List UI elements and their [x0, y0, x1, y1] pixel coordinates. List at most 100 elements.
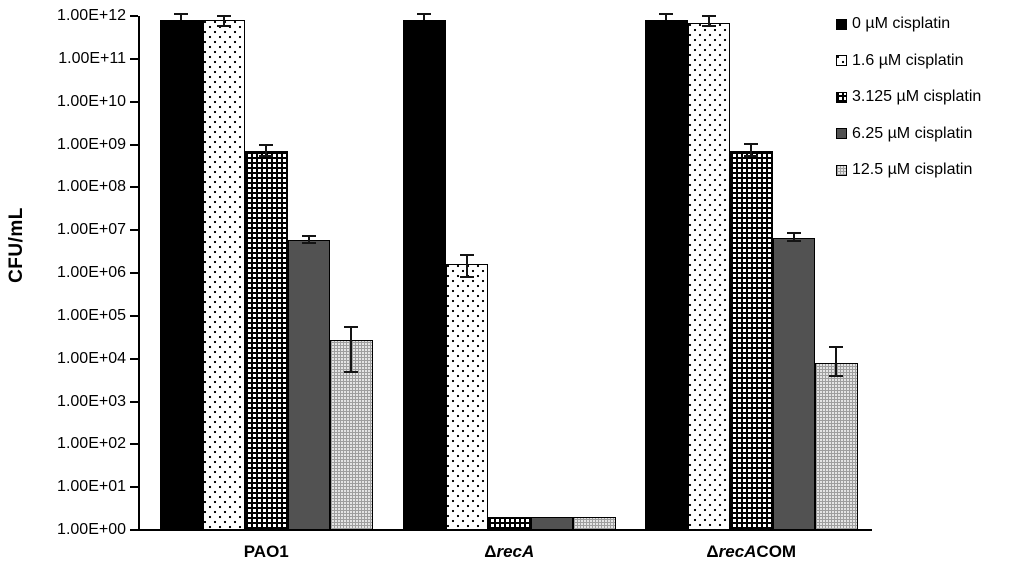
- y-tick-label: 1.00E+09: [57, 135, 126, 153]
- legend-item-0-m-cisplatin: 0 µM cisplatin: [836, 15, 950, 33]
- y-tick-label: 1.00E+07: [57, 221, 126, 239]
- bar-reca-12.5-m-cisplatin: [573, 517, 616, 530]
- error-bar-cap-bottom: [701, 24, 716, 27]
- error-bar-cap-bottom: [301, 242, 316, 245]
- error-bar-cap-bottom: [744, 154, 759, 157]
- error-bar-cap-top: [344, 325, 359, 328]
- y-tick-mark: [130, 400, 138, 403]
- error-bar-cap-bottom: [259, 154, 274, 157]
- y-tick-label: 1.00E+12: [57, 7, 126, 24]
- error-bar-cap-top: [174, 13, 189, 16]
- y-axis-line: [138, 16, 140, 531]
- error-bar-cap-top: [659, 13, 674, 16]
- y-tick-mark: [130, 357, 138, 360]
- y-tick-mark: [130, 314, 138, 317]
- error-bar-line: [665, 14, 668, 21]
- x-category-label-pao1: PAO1: [244, 542, 289, 562]
- legend-label: 3.125 µM cisplatin: [852, 88, 982, 105]
- bar-reca-3.125-m-cisplatin: [488, 517, 531, 530]
- error-bar-cap-top: [301, 234, 316, 237]
- x-category-label-recacom: ΔrecACOM: [706, 542, 796, 562]
- x-category-label-part: Δ: [484, 542, 497, 561]
- error-bar-line: [835, 346, 838, 376]
- y-tick-label: 1.00E+04: [57, 349, 126, 367]
- legend-label: 6.25 µM cisplatin: [852, 124, 973, 142]
- x-category-label-part: PAO1: [243, 542, 289, 561]
- bar-pao1-0-m-cisplatin: [160, 20, 203, 530]
- error-bar-line: [465, 255, 468, 278]
- x-category-label-reca: ΔrecA: [484, 542, 534, 562]
- bar-recacom-3.125-m-cisplatin: [730, 151, 773, 530]
- bar-recacom-12.5-m-cisplatin: [815, 362, 858, 530]
- x-category-label-part: recA: [718, 542, 757, 561]
- bar-pao1-3.125-m-cisplatin: [245, 151, 288, 530]
- error-bar-line: [792, 233, 795, 242]
- error-bar-cap-bottom: [786, 240, 801, 243]
- legend-label: 0 µM cisplatin: [852, 15, 951, 32]
- legend-item-6.25-m-cisplatin: 6.25 µM cisplatin: [836, 125, 972, 143]
- bar-pao1-1.6-m-cisplatin: [202, 20, 245, 530]
- y-tick-label: 1.00E+10: [57, 92, 126, 110]
- legend-swatch-solid-black: [836, 18, 847, 30]
- y-tick-label: 1.00E+02: [57, 435, 126, 453]
- error-bar-line: [265, 145, 268, 156]
- error-bar-cap-top: [417, 13, 432, 16]
- y-tick-label: 1.00E+03: [57, 392, 126, 410]
- y-tick-label: 1.00E+08: [57, 178, 126, 196]
- x-category-label-part: COM: [756, 542, 797, 561]
- y-tick-mark: [130, 229, 138, 232]
- error-bar-cap-top: [786, 232, 801, 235]
- error-bar-cap-bottom: [829, 374, 844, 377]
- legend-label: 12.5 µM cisplatin: [852, 161, 973, 178]
- error-bar-cap-bottom: [459, 276, 474, 279]
- error-bar-line: [350, 326, 353, 372]
- y-tick-mark: [130, 186, 138, 189]
- error-bar-line: [750, 143, 753, 156]
- error-bar-line: [423, 14, 426, 21]
- legend-swatch-fine-grid: [836, 164, 847, 176]
- legend-item-12.5-m-cisplatin: 12.5 µM cisplatin: [836, 161, 972, 179]
- y-tick-mark: [130, 57, 138, 60]
- error-bar-line: [707, 16, 710, 26]
- error-bar-cap-top: [744, 142, 759, 145]
- bar-recacom-6.25-m-cisplatin: [772, 238, 815, 530]
- legend-item-1.6-m-cisplatin: 1.6 µM cisplatin: [836, 52, 963, 70]
- bar-reca-1.6-m-cisplatin: [445, 264, 488, 530]
- y-tick-label: 1.00E+11: [58, 49, 126, 67]
- bar-recacom-0-m-cisplatin: [645, 20, 688, 530]
- y-tick-mark: [130, 272, 138, 274]
- x-axis-line: [138, 529, 872, 531]
- y-tick-mark: [130, 15, 138, 17]
- y-tick-label: 1.00E+05: [57, 306, 126, 324]
- y-tick-label: 1.00E+00: [57, 521, 126, 538]
- error-bar-cap-bottom: [344, 370, 359, 373]
- y-tick-mark: [130, 143, 138, 146]
- y-tick-mark: [130, 100, 138, 103]
- x-category-label-part: Δ: [706, 542, 719, 561]
- legend-label: 1.6 µM cisplatin: [852, 51, 964, 69]
- error-bar-cap-top: [701, 15, 716, 17]
- error-bar-cap-top: [829, 345, 844, 348]
- error-bar-cap-top: [216, 15, 231, 17]
- legend-swatch-check: [836, 91, 847, 103]
- error-bar-cap-top: [259, 144, 274, 147]
- bar-reca-6.25-m-cisplatin: [530, 517, 573, 530]
- y-tick-mark: [130, 486, 138, 489]
- y-tick-label: 1.00E+01: [57, 478, 126, 496]
- error-bar-cap-top: [459, 254, 474, 257]
- legend-swatch-dots: [836, 55, 847, 66]
- legend-item-3.125-m-cisplatin: 3.125 µM cisplatin: [836, 88, 981, 106]
- legend-swatch-dark-gray: [836, 128, 847, 139]
- y-tick-mark: [130, 529, 138, 531]
- bar-recacom-1.6-m-cisplatin: [687, 22, 730, 530]
- y-tick-mark: [130, 443, 138, 446]
- error-bar-line: [307, 235, 310, 244]
- bar-pao1-6.25-m-cisplatin: [287, 239, 330, 530]
- x-category-label-part: recA: [496, 542, 535, 561]
- error-bar-line: [222, 16, 225, 26]
- bar-reca-0-m-cisplatin: [403, 20, 446, 530]
- error-bar-line: [180, 14, 183, 21]
- error-bar-cap-bottom: [216, 24, 231, 27]
- y-tick-label: 1.00E+06: [57, 264, 126, 281]
